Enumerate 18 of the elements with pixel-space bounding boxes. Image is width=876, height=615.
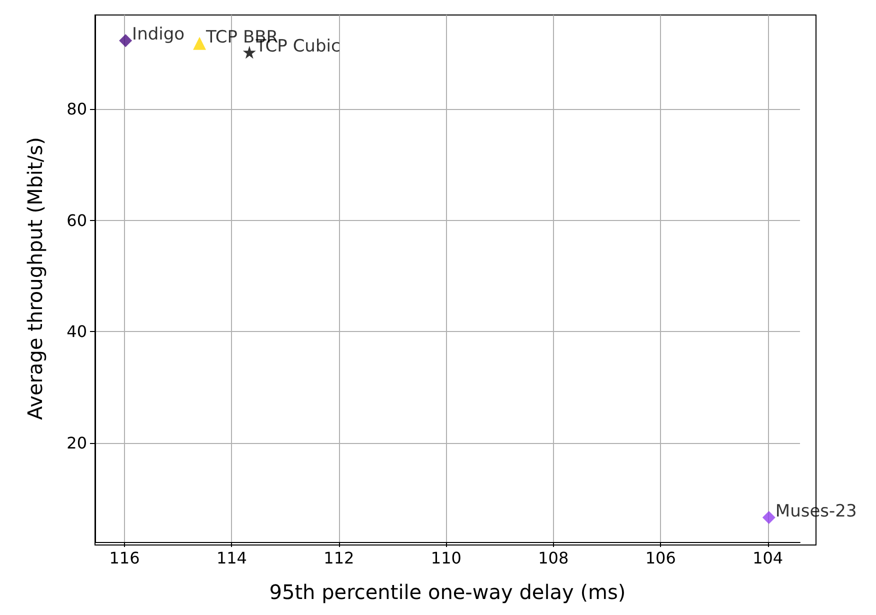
y-tick-label: 60 [66,210,87,230]
x-tick-label: 110 [430,548,462,568]
y-axis-title: Average throughput (Mbit/s) [23,137,47,420]
x-tick-label: 116 [109,548,140,568]
series-label: Indigo [132,24,185,45]
x-axis-title: 95th percentile one-way delay (ms) [269,580,626,604]
y-tick-label: 80 [66,100,87,119]
x-tick-label: 112 [324,548,354,568]
x-tick-label: 104 [752,548,784,568]
y-tick-label: 40 [66,322,87,342]
y-tick-label: 20 [66,433,87,452]
point [762,511,776,524]
x-tick-label: 108 [538,548,569,568]
x-tick-label: 114 [216,548,247,568]
point [242,46,256,59]
point [119,34,132,48]
point [193,36,206,50]
x-tick-label: 106 [645,548,676,568]
